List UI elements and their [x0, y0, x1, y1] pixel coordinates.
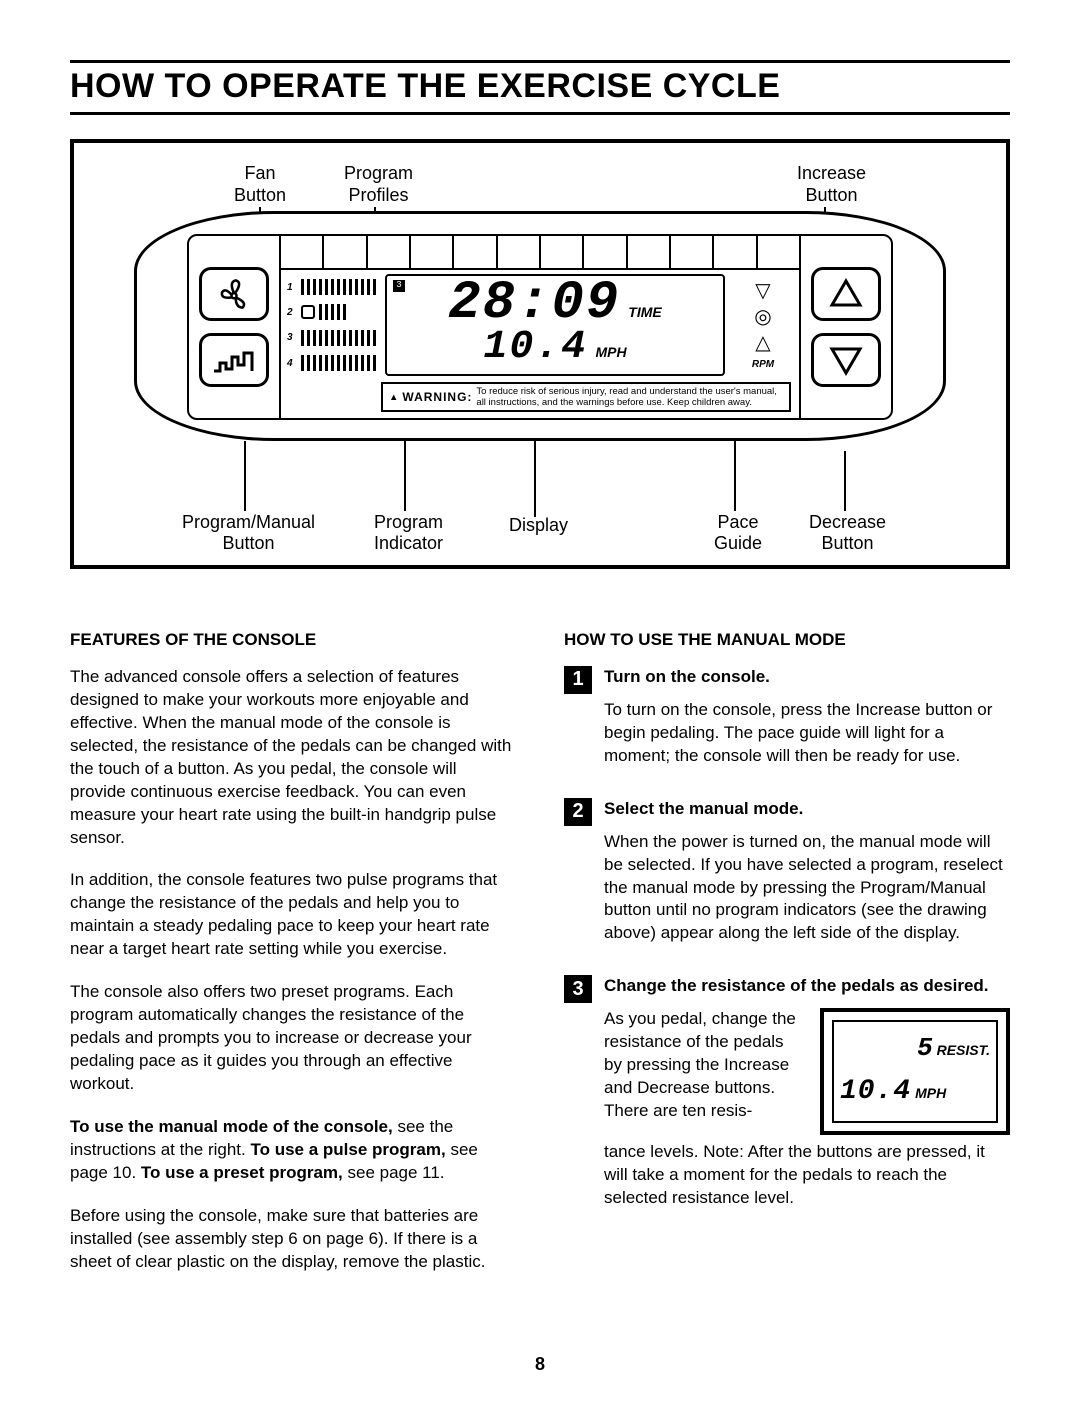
profile-icon	[212, 345, 256, 375]
time-unit: TIME	[628, 304, 661, 320]
manual-mode-heading: HOW TO USE THE MANUAL MODE	[564, 629, 1010, 652]
features-p4: To use the manual mode of the console, s…	[70, 1116, 516, 1185]
console-diagram: Fan Button Program Profiles Increase But…	[70, 139, 1010, 569]
features-heading: FEATURES OF THE CONSOLE	[70, 629, 516, 652]
body-columns: FEATURES OF THE CONSOLE The advanced con…	[70, 629, 1010, 1294]
leader-line	[734, 441, 736, 511]
step-2-body: When the power is turned on, the manual …	[604, 831, 1010, 946]
label-program-indicator: Program Indicator	[374, 512, 443, 555]
label-pace-guide: Pace Guide	[714, 512, 762, 555]
features-p2: In addition, the console features two pu…	[70, 869, 516, 961]
left-column: FEATURES OF THE CONSOLE The advanced con…	[70, 629, 516, 1294]
label-program-manual-button: Program/Manual Button	[182, 512, 315, 555]
leader-line	[534, 441, 536, 517]
step-number: 3	[564, 975, 592, 1003]
mini-display: 5 RESIST. 10.4 MPH	[820, 1008, 1010, 1134]
increase-button[interactable]	[811, 267, 881, 321]
down-arrow-icon	[826, 343, 866, 377]
warning-strip: ▲ WARNING: To reduce risk of serious inj…	[381, 382, 791, 412]
left-button-column	[189, 236, 279, 418]
label-program-profiles: Program Profiles	[344, 163, 413, 206]
console-inner: 1 2 3 4 3 28:09 TIME 10.4 MPH	[187, 234, 893, 420]
label-increase-button: Increase Button	[797, 163, 866, 206]
label-fan-button: Fan Button	[234, 163, 286, 206]
pace-target-icon: ◎	[754, 307, 771, 327]
console-body: 1 2 3 4 3 28:09 TIME 10.4 MPH	[134, 211, 946, 441]
program-profiles-strip	[281, 236, 799, 270]
features-p1: The advanced console offers a selection …	[70, 666, 516, 850]
step-number: 1	[564, 666, 592, 694]
step-3-body-left: As you pedal, change the resistance of t…	[604, 1008, 806, 1123]
resist-label: RESIST.	[937, 1042, 990, 1058]
rpm-label: RPM	[752, 359, 774, 370]
warning-text: To reduce risk of serious injury, read a…	[476, 386, 783, 408]
step-3-body-after: tance levels. Note: After the buttons ar…	[604, 1141, 1010, 1210]
step-3: 3 Change the resistance of the pedals as…	[564, 975, 1010, 1209]
warning-label: WARNING:	[402, 390, 472, 404]
pace-guide: ▽ ◎ △ RPM	[733, 274, 793, 376]
mini-speed-value: 10.4	[840, 1076, 911, 1107]
step-3-title: Change the resistance of the pedals as d…	[604, 975, 1010, 998]
leader-line	[844, 451, 846, 511]
page-number: 8	[70, 1354, 1010, 1375]
step-1-body: To turn on the console, press the Increa…	[604, 699, 1010, 768]
step-1: 1 Turn on the console. To turn on the co…	[564, 666, 1010, 788]
leader-line	[244, 441, 246, 511]
page-title: HOW TO OPERATE THE EXERCISE CYCLE	[70, 67, 1010, 115]
top-rule	[70, 60, 1010, 63]
label-decrease-button: Decrease Button	[809, 512, 886, 555]
label-display: Display	[509, 515, 568, 537]
pace-down-icon: ▽	[755, 281, 770, 301]
features-p3: The console also offers two preset progr…	[70, 981, 516, 1096]
decrease-button[interactable]	[811, 333, 881, 387]
console-middle: 1 2 3 4 3 28:09 TIME 10.4 MPH	[279, 236, 801, 418]
step-1-title: Turn on the console.	[604, 666, 1010, 689]
display: 3 28:09 TIME 10.4 MPH	[385, 274, 725, 376]
mini-speed-unit: MPH	[915, 1085, 946, 1101]
features-p5: Before using the console, make sure that…	[70, 1205, 516, 1274]
right-button-column	[801, 236, 891, 418]
fan-button[interactable]	[199, 267, 269, 321]
fan-icon	[214, 277, 254, 311]
speed-value: 10.4	[483, 325, 587, 370]
program-manual-button[interactable]	[199, 333, 269, 387]
up-arrow-icon	[826, 277, 866, 311]
time-value: 28:09	[448, 280, 620, 329]
step-2-title: Select the manual mode.	[604, 798, 1010, 821]
warning-triangle-icon: ▲	[389, 392, 398, 403]
lcd-area: 1 2 3 4 3 28:09 TIME 10.4 MPH	[281, 270, 799, 378]
step-number: 2	[564, 798, 592, 826]
program-indicator: 1 2 3 4	[287, 274, 377, 376]
right-column: HOW TO USE THE MANUAL MODE 1 Turn on the…	[564, 629, 1010, 1294]
leader-line	[404, 441, 406, 511]
step-2: 2 Select the manual mode. When the power…	[564, 798, 1010, 966]
speed-unit: MPH	[595, 344, 626, 360]
pace-up-icon: △	[755, 333, 770, 353]
